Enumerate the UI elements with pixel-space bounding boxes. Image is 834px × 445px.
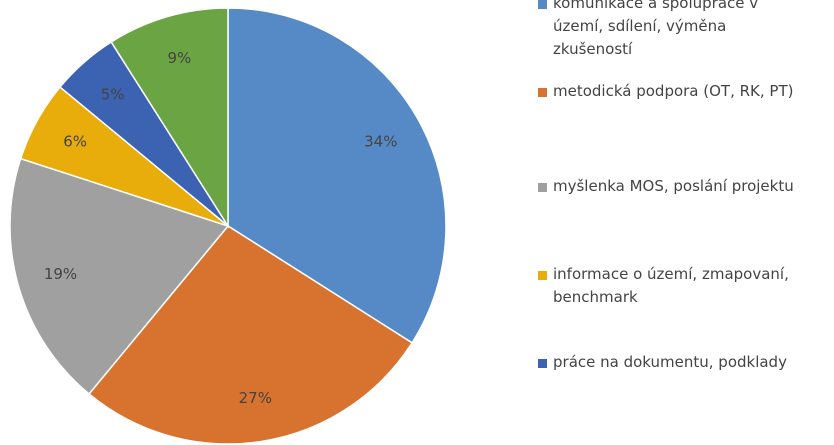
legend-swatch: [538, 88, 547, 97]
pie-slice: [87, 225, 414, 445]
data-label: 6%: [63, 132, 87, 150]
pie-slice: [110, 7, 229, 229]
legend-label: práce na dokumentu, podklady: [553, 353, 787, 371]
legend-swatch: [538, 271, 547, 280]
legend-swatch: [538, 359, 547, 368]
legend-label: komunikace a spolupráce v území, sdílení…: [553, 0, 759, 58]
data-label: 34%: [364, 132, 397, 150]
data-label: 9%: [167, 49, 191, 67]
data-label: 27%: [239, 389, 272, 407]
legend-swatch: [538, 183, 547, 192]
pie-slice: [227, 7, 447, 344]
pie-slice: [9, 157, 230, 396]
data-label: 19%: [44, 265, 77, 283]
legend-label: metodická podpora (OT, RK, PT): [553, 82, 794, 100]
data-label: 5%: [101, 86, 125, 104]
legend-label: myšlenka MOS, poslání projektu: [553, 177, 794, 195]
legend-swatch: [538, 0, 547, 9]
legend-label: informace o území, zmapovaní, benchmark: [553, 265, 789, 306]
